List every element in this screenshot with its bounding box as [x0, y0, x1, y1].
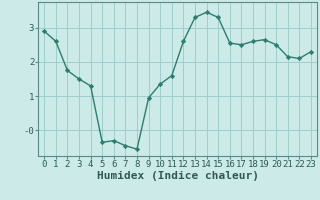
- X-axis label: Humidex (Indice chaleur): Humidex (Indice chaleur): [97, 171, 259, 181]
